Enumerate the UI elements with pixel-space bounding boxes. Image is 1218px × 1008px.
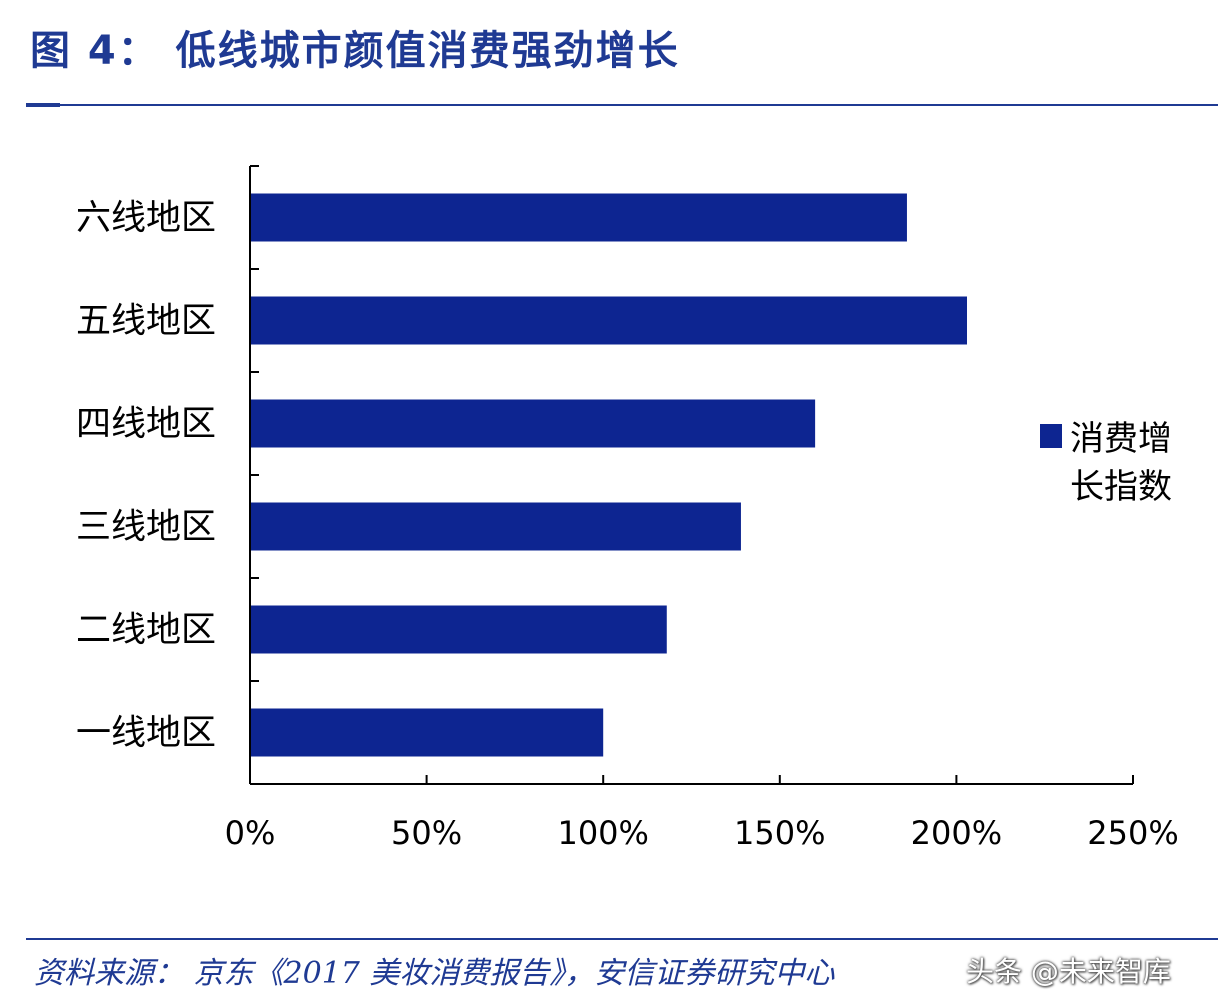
bar (251, 399, 816, 448)
title-rule (26, 104, 1218, 106)
category-label: 四线地区 (76, 405, 216, 445)
legend-swatch (1040, 424, 1062, 448)
x-tick-label: 200% (911, 814, 1002, 852)
category-label: 二线地区 (76, 611, 216, 651)
category-label: 六线地区 (76, 199, 216, 239)
bar (251, 502, 741, 551)
x-tick-label: 50% (391, 814, 462, 852)
category-label: 五线地区 (76, 302, 216, 342)
category-label: 一线地区 (76, 714, 216, 754)
x-tick-label: 250% (1087, 814, 1178, 852)
title-rule-accent (26, 103, 60, 107)
source-note: 资料来源： 京东《2017 美妆消费报告》，安信证券研究中心 (34, 956, 835, 991)
x-tick-label: 0% (225, 814, 276, 852)
bar (251, 296, 967, 345)
watermark: 头条 @未来智库 (966, 955, 1171, 988)
bar (251, 605, 667, 654)
x-tick-label: 100% (557, 814, 648, 852)
bar (251, 193, 907, 242)
figure-title: 图 4： 低线城市颜值消费强劲增长 (30, 28, 680, 74)
bar (251, 708, 604, 757)
legend-label: 消费增 (1070, 419, 1172, 459)
x-tick-label: 150% (734, 814, 825, 852)
category-label: 三线地区 (76, 508, 216, 548)
source-rule (26, 938, 1218, 940)
legend-label: 长指数 (1070, 467, 1172, 507)
